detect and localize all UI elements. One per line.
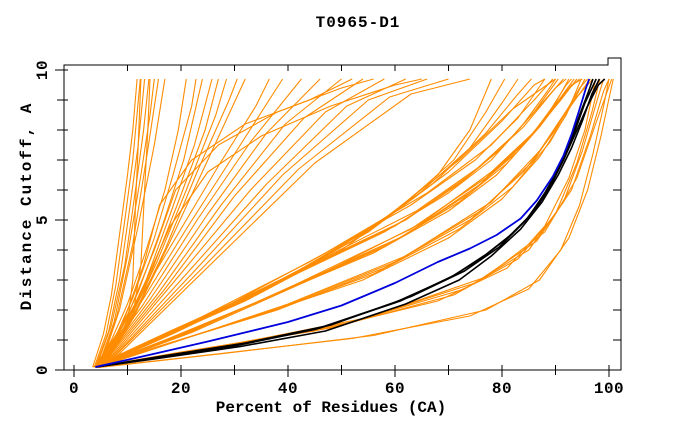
x-tick-label: 60 [384, 380, 406, 398]
model-curve [97, 78, 546, 367]
model-curve [101, 78, 364, 366]
y-tick-label: 10 [34, 59, 52, 81]
model-curve [95, 78, 150, 368]
model-curve [97, 78, 302, 367]
x-tick-label: 100 [593, 380, 625, 398]
model-curve [92, 78, 556, 368]
model-curve [96, 78, 567, 368]
plot-title: T0965-D1 [315, 14, 401, 32]
model-curve [97, 78, 155, 368]
model-curve [104, 78, 406, 365]
model-curve [99, 78, 321, 367]
model-curve [108, 78, 471, 365]
model-curve [102, 78, 613, 367]
model-curve [99, 78, 556, 367]
model-curve [96, 78, 284, 368]
model-curve [105, 78, 428, 365]
model-curve [100, 78, 219, 366]
model-curve [94, 78, 146, 368]
x-axis-label: Percent of Residues (CA) [215, 399, 447, 417]
model-curve [94, 78, 506, 368]
model-curve [106, 78, 449, 365]
model-curve [93, 78, 141, 368]
highlighted-model-curve [95, 78, 601, 368]
model-curve [100, 78, 342, 366]
model-curve [97, 78, 374, 368]
model-curve [100, 78, 166, 366]
model-curve [100, 78, 610, 367]
x-tick-label: 40 [277, 380, 299, 398]
y-tick-label: 0 [34, 364, 52, 376]
model-curve [94, 78, 187, 368]
model-curve [100, 78, 594, 367]
x-tick-label: 80 [491, 380, 513, 398]
x-tick-label: 0 [68, 380, 80, 398]
model-curve [99, 78, 160, 366]
x-tick-label: 20 [170, 380, 192, 398]
model-curve [99, 78, 213, 367]
y-tick-label: 5 [34, 214, 52, 226]
reference-model-curve [95, 78, 591, 368]
model-curve [98, 78, 614, 369]
model-curve [95, 78, 564, 368]
model-curve [100, 78, 422, 367]
highlighted-model-curve [96, 78, 606, 368]
model-curve [101, 78, 583, 367]
model-curve [92, 78, 138, 368]
model-curve [97, 78, 554, 368]
